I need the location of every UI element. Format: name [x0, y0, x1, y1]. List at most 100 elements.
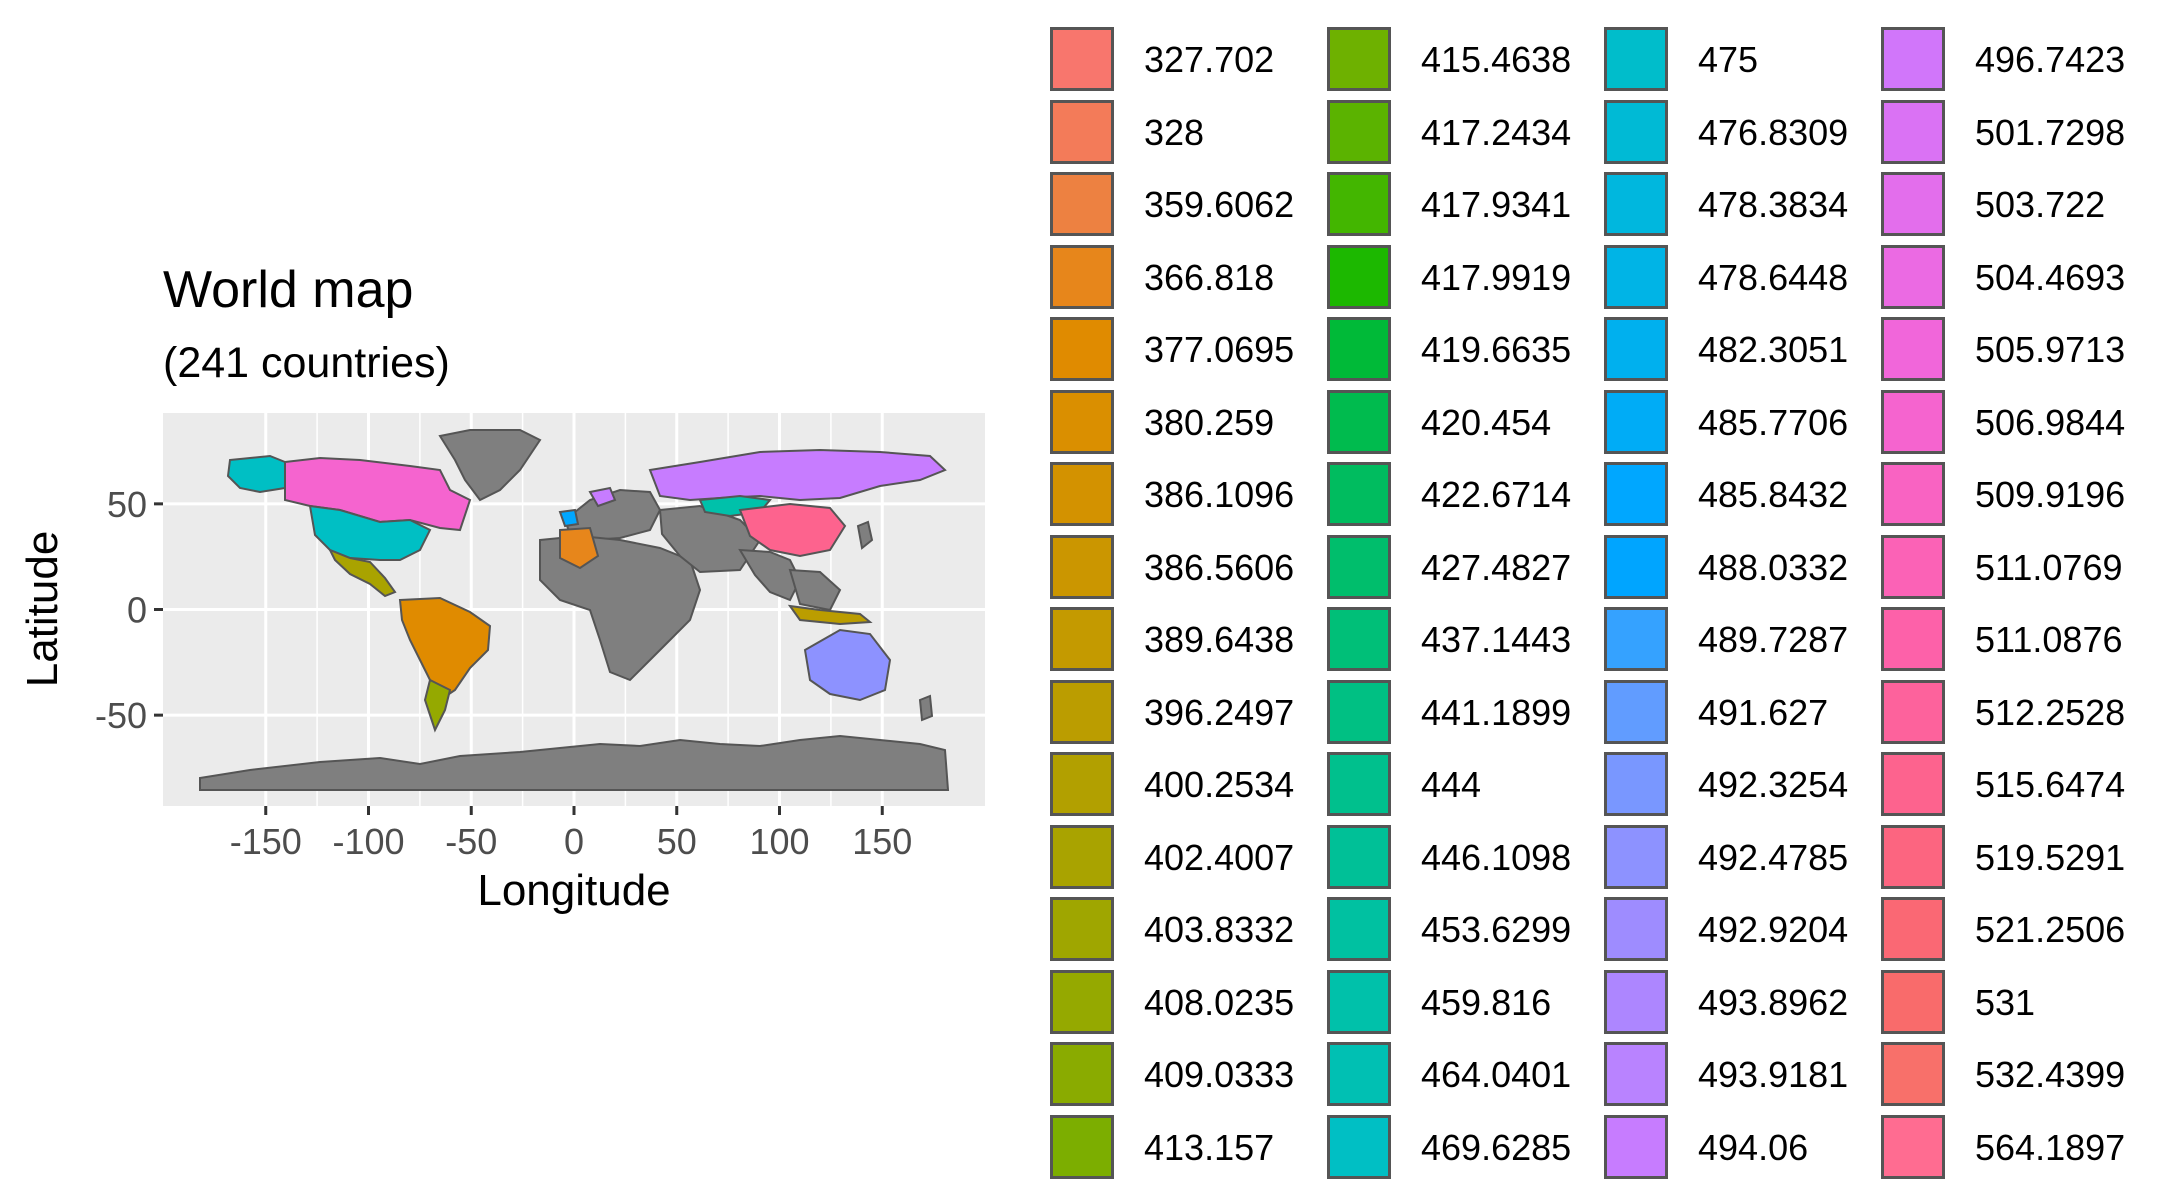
legend-label: 328	[1144, 111, 1205, 153]
legend-label: 417.9919	[1421, 256, 1572, 298]
legend-color-key	[1881, 752, 1945, 816]
legend-label: 417.2434	[1421, 111, 1572, 153]
country-new-zealand	[918, 694, 934, 722]
country-southeast-asia	[788, 568, 842, 612]
legend-color-key	[1881, 172, 1945, 236]
legend-item: 464.0401	[1325, 1040, 1595, 1112]
legend-item: 469.6285	[1325, 1113, 1595, 1185]
legend-label: 521.2506	[1975, 909, 2126, 950]
legend-label: 482.3051	[1698, 329, 1849, 370]
legend-label: 437.1443	[1421, 619, 1572, 660]
legend-item: 366.818	[1048, 243, 1318, 315]
legend-label: 446.1098	[1421, 836, 1572, 878]
legend-item: 377.0695	[1048, 315, 1318, 387]
legend-label: 509.9196	[1975, 474, 2126, 515]
country-south-america	[398, 596, 492, 702]
legend-color-key	[1881, 1114, 1945, 1179]
map-title: World map	[163, 261, 414, 319]
legend-color-key	[1327, 1114, 1391, 1179]
legend-item: 475	[1602, 25, 1872, 97]
legend-item: 512.2528	[1879, 678, 2149, 750]
legend-label: 444	[1421, 764, 1482, 805]
legend-color-key	[1604, 679, 1668, 744]
axis-tick-labels: -150 -100 -50 0 50 100 150 50 0 -50	[95, 484, 912, 862]
legend-label: 327.702	[1144, 39, 1275, 80]
legend-color-key	[1604, 752, 1668, 816]
legend-color-key	[1604, 462, 1668, 526]
legend-color-key	[1050, 317, 1114, 381]
legend-label: 366.818	[1144, 256, 1275, 298]
legend-color-key	[1881, 244, 1945, 309]
map-subtitle: (241 countries)	[163, 339, 450, 387]
legend-label: 503.722	[1975, 184, 2106, 225]
legend-color-key	[1881, 99, 1945, 164]
x-tick-label: 50	[657, 821, 697, 862]
legend-label: 464.0401	[1421, 1054, 1572, 1095]
legend-color-key	[1604, 244, 1668, 309]
legend-item: 515.6474	[1879, 750, 2149, 822]
legend-color-key	[1881, 27, 1945, 91]
legend-color-key	[1327, 462, 1391, 526]
legend-color-key	[1050, 752, 1114, 816]
legend-color-key	[1881, 462, 1945, 526]
x-tick-label: 150	[852, 821, 912, 862]
legend-label: 489.7287	[1698, 619, 1849, 660]
legend-label: 501.7298	[1975, 111, 2126, 153]
legend-item: 478.6448	[1602, 243, 1872, 315]
x-axis-title: Longitude	[477, 866, 670, 915]
legend-color-key	[1327, 607, 1391, 671]
legend-item: 509.9196	[1879, 460, 2149, 532]
legend-color-key	[1604, 1114, 1668, 1179]
legend-item: 511.0769	[1879, 533, 2149, 605]
legend-label: 386.5606	[1144, 546, 1295, 588]
legend-item: 478.3834	[1602, 170, 1872, 242]
legend-label: 422.6714	[1421, 474, 1572, 515]
legend-color-key	[1604, 172, 1668, 236]
legend-label: 492.4785	[1698, 836, 1849, 878]
legend-item: 492.9204	[1602, 895, 1872, 967]
legend-color-key	[1327, 534, 1391, 599]
legend-item: 422.6714	[1325, 460, 1595, 532]
legend-item: 441.1899	[1325, 678, 1595, 750]
legend-label: 386.1096	[1144, 474, 1295, 515]
legend-label: 504.4693	[1975, 256, 2126, 298]
legend-color-key	[1327, 824, 1391, 889]
legend-color-key	[1327, 99, 1391, 164]
x-tick-label: 100	[749, 821, 809, 862]
axis-ticks	[154, 502, 884, 815]
legend-label: 491.627	[1698, 691, 1829, 733]
legend-item: 328	[1048, 98, 1318, 170]
legend-label: 531	[1975, 981, 2036, 1023]
legend-color-key	[1881, 679, 1945, 744]
legend-color-key	[1050, 244, 1114, 309]
y-tick-label: 50	[107, 484, 147, 525]
legend-item: 504.4693	[1879, 243, 2149, 315]
legend-item: 493.8962	[1602, 968, 1872, 1040]
x-tick-label: -50	[445, 821, 497, 862]
legend-color-key	[1604, 969, 1668, 1034]
legend-color-key	[1050, 389, 1114, 454]
legend-label: 359.6062	[1144, 184, 1295, 225]
legend-label: 478.3834	[1698, 184, 1849, 225]
legend-label: 478.6448	[1698, 256, 1849, 298]
legend-item: 496.7423	[1879, 25, 2149, 97]
legend-item: 446.1098	[1325, 823, 1595, 895]
legend-item: 476.8309	[1602, 98, 1872, 170]
legend-item: 453.6299	[1325, 895, 1595, 967]
legend-label: 493.9181	[1698, 1054, 1849, 1095]
legend-label: 512.2528	[1975, 691, 2126, 733]
legend-item: 505.9713	[1879, 315, 2149, 387]
legend-color-key	[1050, 1114, 1114, 1179]
legend-color-key	[1604, 99, 1668, 164]
legend-color-key	[1881, 824, 1945, 889]
legend-color-key	[1604, 897, 1668, 961]
legend-item: 389.6438	[1048, 605, 1318, 677]
legend-label: 377.0695	[1144, 329, 1295, 370]
legend-label: 380.259	[1144, 401, 1275, 443]
country-antarctica	[199, 734, 950, 791]
legend-color-key	[1881, 969, 1945, 1034]
legend-color-key	[1604, 824, 1668, 889]
legend-label: 475	[1698, 39, 1759, 80]
legend-item: 564.1897	[1879, 1113, 2149, 1185]
legend-label: 564.1897	[1975, 1126, 2126, 1168]
